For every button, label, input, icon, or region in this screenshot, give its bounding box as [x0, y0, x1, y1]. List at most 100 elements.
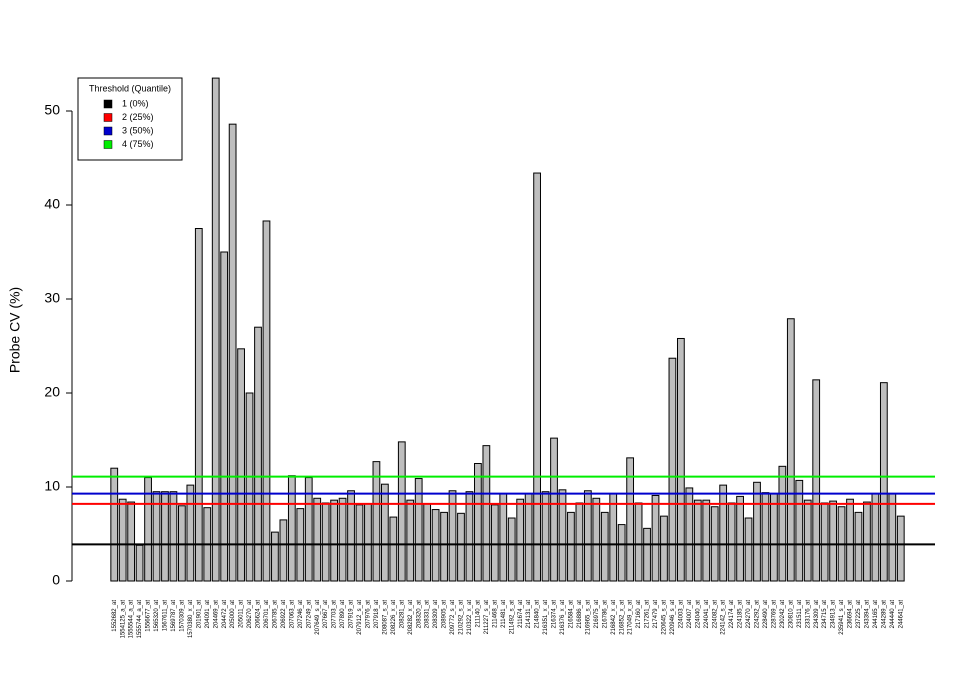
bar — [558, 489, 567, 582]
x-tick-label: 1555544_a_at — [129, 600, 135, 639]
x-tick-label: 204091_at — [205, 600, 211, 629]
bar — [651, 494, 660, 582]
bar — [668, 357, 677, 582]
x-tick-label: 224040_at — [695, 600, 701, 629]
bar — [846, 498, 854, 582]
x-tick-label: 211674_at — [518, 600, 524, 628]
bar — [583, 490, 592, 582]
x-tick-label: 228490_at — [763, 600, 769, 629]
x-tick-label: 224007_at — [687, 600, 693, 629]
bar — [389, 516, 398, 582]
bar — [127, 501, 136, 582]
bar — [186, 484, 195, 582]
bar — [237, 348, 245, 582]
x-tick-label: 206624_at — [256, 600, 262, 629]
y-tick-label: 30 — [44, 290, 60, 306]
x-tick-label: 207649_s_at — [315, 600, 321, 635]
bar — [355, 504, 364, 582]
bar — [321, 502, 330, 582]
x-tick-label: 230810_at — [788, 600, 794, 629]
x-tick-label: 216886_at — [577, 600, 583, 629]
x-tick-label: 208320_at — [416, 600, 422, 629]
bar — [118, 498, 127, 582]
bar — [533, 172, 541, 582]
x-tick-label: 216852_x_at — [619, 600, 625, 635]
bar — [685, 487, 694, 582]
x-tick-label: 216376_x_at — [560, 600, 566, 635]
x-tick-label: 216842_x_at — [611, 600, 617, 635]
x-tick-label: 207246_at — [298, 600, 304, 629]
x-tick-label: 236694_at — [848, 600, 854, 629]
bar — [262, 220, 271, 582]
legend-label: 3 (50%) — [122, 125, 154, 135]
bar — [634, 502, 643, 582]
x-tick-label: 206922_at — [281, 600, 287, 629]
x-tick-label: 244289_at — [881, 600, 887, 629]
bar — [279, 519, 288, 582]
x-tick-label: 216374_at — [552, 600, 558, 629]
bar — [778, 465, 787, 582]
bar — [871, 493, 880, 582]
bar — [414, 478, 423, 582]
bar — [372, 461, 381, 582]
bar — [330, 499, 339, 582]
x-tick-label: 207912_s_at — [357, 600, 363, 635]
x-tick-label: 217479_at — [653, 600, 659, 629]
bar — [211, 77, 220, 582]
bar — [803, 499, 812, 582]
bar — [744, 517, 753, 582]
bar — [617, 524, 626, 582]
bar — [254, 326, 262, 582]
x-tick-label: 207919_at — [349, 600, 355, 629]
x-tick-label: 216584_at — [569, 600, 575, 629]
x-tick-label: 210322_x_at — [467, 600, 473, 635]
bar — [702, 499, 711, 582]
legend-swatch — [103, 126, 113, 136]
x-tick-label: 216786_at — [602, 600, 608, 629]
bar — [287, 475, 296, 582]
y-tick-label: 50 — [44, 102, 60, 118]
x-tick-label: 206785_at — [272, 600, 278, 629]
bar — [854, 511, 863, 582]
x-tick-label: 224041_at — [704, 600, 710, 629]
x-tick-label: 216975_at — [594, 600, 600, 629]
bar — [541, 491, 550, 582]
x-tick-label: 235941_s_at — [839, 600, 845, 635]
bar — [507, 517, 516, 582]
legend-swatch — [103, 140, 113, 149]
bar — [786, 318, 795, 582]
x-tick-label: 244440_at — [890, 600, 896, 629]
x-tick-label: 207249_at — [306, 600, 312, 629]
bar — [592, 497, 601, 582]
bar — [693, 499, 702, 582]
bar — [380, 483, 389, 582]
x-tick-label: 207890_at — [340, 600, 346, 629]
bar — [761, 492, 770, 582]
bar — [727, 502, 736, 582]
bar — [550, 437, 558, 582]
x-tick-label: 230242_at — [780, 600, 786, 629]
x-tick-label: 237225_at — [856, 600, 862, 629]
x-tick-label: 208087_s_at — [382, 600, 388, 635]
legend-swatch — [103, 99, 113, 109]
x-tick-label: 209772_s_at — [450, 600, 456, 635]
y-axis-label: Probe CV (%) — [7, 287, 23, 373]
bar — [347, 490, 355, 582]
bar — [440, 511, 448, 582]
x-tick-label: 206701_at — [264, 600, 270, 629]
x-tick-label: 208281_at — [399, 600, 405, 629]
bar — [879, 382, 888, 582]
bar — [812, 379, 821, 582]
bar — [888, 493, 897, 582]
x-tick-label: 243394_at — [865, 600, 871, 629]
legend-box — [77, 77, 183, 161]
x-tick-label: 207667_at — [323, 600, 329, 629]
legend-label: 4 (75%) — [122, 139, 154, 149]
bar — [820, 502, 829, 582]
bar — [863, 501, 871, 582]
x-tick-label: 234913_at — [831, 600, 837, 629]
x-tick-label: 210292_s_at — [459, 600, 465, 635]
bar — [152, 491, 161, 582]
x-tick-label: 206270_at — [247, 600, 253, 629]
